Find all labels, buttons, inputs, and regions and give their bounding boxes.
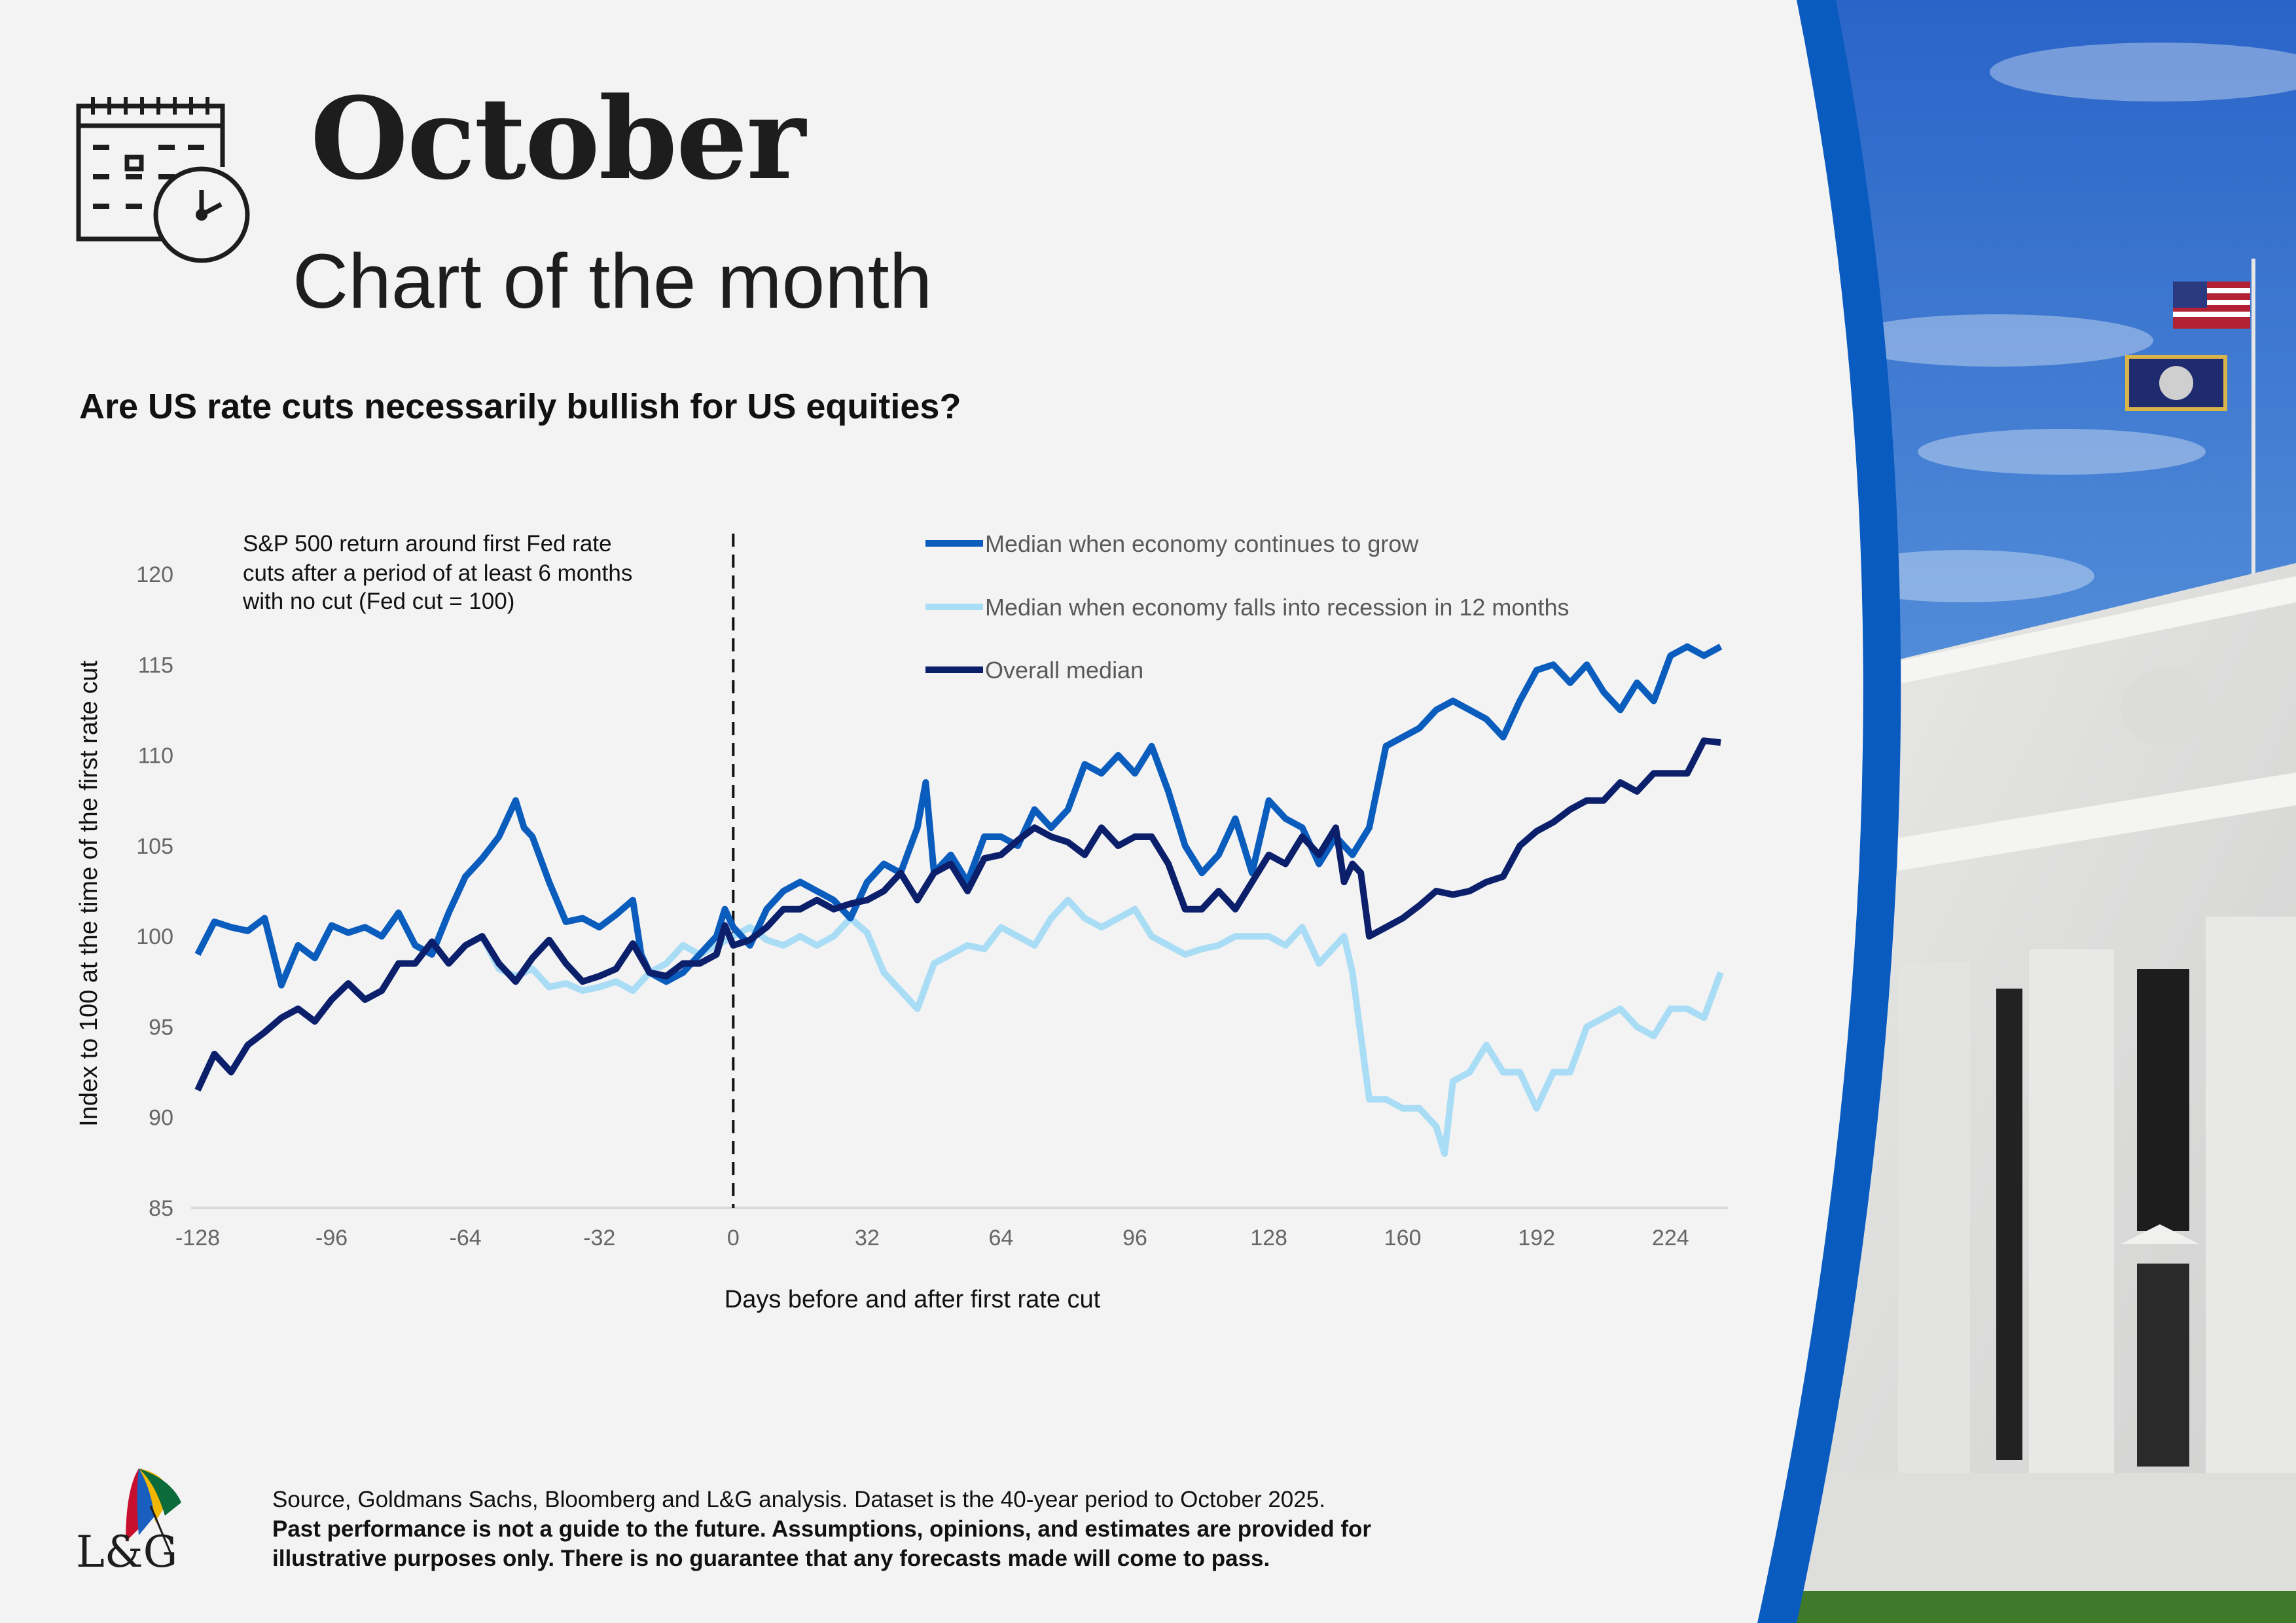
legend-label-grow: Median when economy continues to grow — [985, 530, 1419, 557]
annotation-line-1: S&P 500 return around first Fed rate — [243, 531, 612, 556]
us-flag — [2173, 282, 2250, 329]
page-subtitle: Chart of the month — [293, 238, 933, 325]
x-tick-label: 0 — [727, 1226, 740, 1250]
y-tick-label: 95 — [149, 1015, 173, 1040]
x-tick-label: 160 — [1384, 1226, 1422, 1250]
logo-text: L&G — [76, 1527, 177, 1571]
x-tick-label: -96 — [315, 1226, 348, 1250]
x-tick-label: 192 — [1518, 1226, 1555, 1250]
y-axis-title: Index to 100 at the time of the first ra… — [75, 661, 103, 1127]
y-tick-label: 100 — [136, 924, 173, 949]
legend-label-recession: Median when economy falls into recession… — [985, 594, 1569, 621]
fed-flag — [2125, 355, 2227, 411]
x-tick-label: -64 — [450, 1226, 482, 1250]
series-line-recession — [194, 896, 1724, 1157]
y-tick-label: 105 — [136, 834, 173, 859]
series-line-grow — [194, 643, 1723, 989]
blue-curve-band — [1757, 0, 1901, 1623]
flagpole — [2251, 259, 2255, 579]
annotation-line-2: cuts after a period of at least 6 months — [243, 560, 632, 586]
disclaimer-line-2: illustrative purposes only. There is no … — [272, 1546, 1270, 1571]
y-tick-label: 115 — [138, 653, 173, 678]
building — [1793, 563, 2296, 1623]
page-title: October — [310, 72, 806, 205]
y-tick-label: 120 — [136, 562, 173, 587]
x-tick-label: 32 — [855, 1226, 880, 1250]
legend: Median when economy continues to grow Me… — [925, 530, 1569, 684]
y-tick-label: 90 — [149, 1106, 173, 1131]
series-line-overall — [194, 737, 1721, 1092]
x-axis-title: Days before and after first rate cut — [725, 1286, 1101, 1313]
x-tick-label: 64 — [989, 1226, 1014, 1250]
chart-question: Are US rate cuts necessarily bullish for… — [79, 387, 961, 426]
x-tick-label: -128 — [175, 1226, 220, 1250]
x-tick-label: 128 — [1250, 1226, 1287, 1250]
lg-logo: L&G — [76, 1468, 181, 1571]
disclaimer-line-1: Past performance is not a guide to the f… — [272, 1516, 1371, 1542]
x-tick-label: -32 — [583, 1226, 615, 1250]
x-tick-label: 224 — [1652, 1226, 1689, 1250]
x-tick-label: 96 — [1122, 1226, 1147, 1250]
y-tick-label: 110 — [138, 744, 173, 769]
calendar-clock-icon — [76, 97, 250, 263]
annotation-line-3: with no cut (Fed cut = 100) — [242, 589, 514, 614]
line-chart: 85 90 95 100 105 110 115 120 -128 -96 -64 -32 0 32 64… — [75, 530, 1728, 1313]
source-note: Source, Goldmans Sachs, Bloomberg and L&… — [272, 1487, 1325, 1512]
y-tick-label: 85 — [149, 1196, 173, 1221]
footer-notes: Source, Goldmans Sachs, Bloomberg and L&… — [272, 1485, 1371, 1573]
legend-label-overall: Overall median — [985, 657, 1143, 684]
